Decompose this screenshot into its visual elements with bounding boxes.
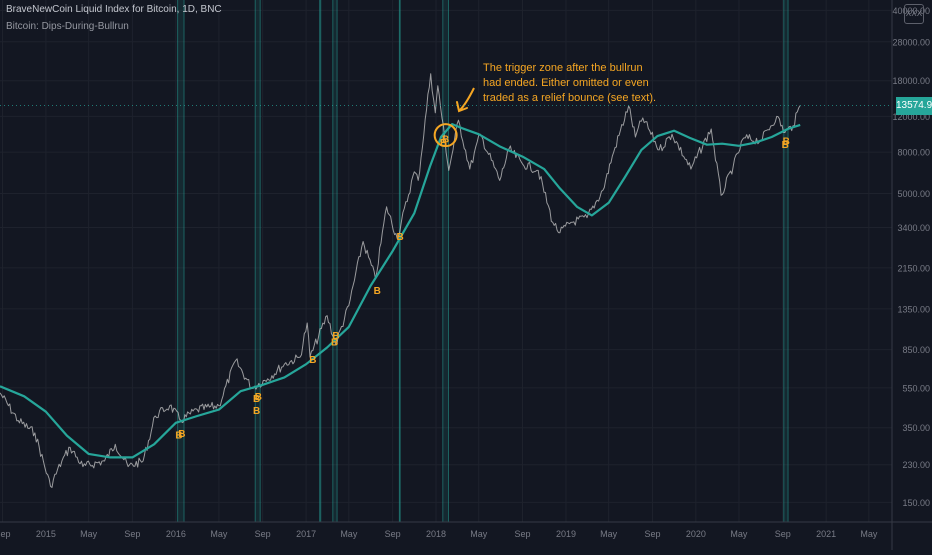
buy-signal-label: B	[253, 394, 260, 405]
price-axis	[892, 0, 932, 550]
y-tick-label: 5000.00	[897, 189, 930, 199]
x-tick-label: May	[80, 529, 98, 539]
current-price-badge: 13574.97	[896, 96, 932, 115]
x-tick-label: Sep	[644, 529, 660, 539]
y-tick-label: 18000.00	[892, 76, 930, 86]
x-tick-label: May	[730, 529, 748, 539]
y-tick-label: 12000.00	[892, 112, 930, 122]
x-tick-label: 2018	[426, 529, 446, 539]
trigger-zone	[332, 0, 338, 522]
y-tick-label: 8000.00	[897, 148, 930, 158]
x-tick-label: 2020	[686, 529, 706, 539]
buy-signal-label: B	[440, 138, 447, 149]
annotation-text: The trigger zone after the bullrun had e…	[483, 61, 657, 106]
time-axis	[0, 522, 932, 550]
buy-signal-label: B	[178, 429, 185, 440]
trigger-zone	[255, 0, 261, 522]
annotation-line: had ended. Either omitted or even	[483, 77, 649, 89]
y-tick-label: 350.00	[902, 423, 930, 433]
highlight-circle	[433, 123, 458, 148]
x-tick-label: 2016	[166, 529, 186, 539]
moving-average-line	[0, 123, 801, 459]
buy-signal-label: B	[175, 430, 182, 441]
x-tick-label: May	[210, 529, 228, 539]
buy-signal-label: B	[253, 406, 260, 417]
buy-signal-label: B	[396, 232, 403, 243]
trigger-zone	[783, 0, 789, 522]
annotation-line: The trigger zone after the bullrun	[483, 62, 643, 74]
x-tick-label: May	[600, 529, 618, 539]
y-tick-label: 40000.00	[892, 6, 930, 16]
x-tick-label: May	[470, 529, 488, 539]
indicator-label: Bitcoin: Dips-During-Bullrun	[6, 21, 129, 32]
y-tick-label: 850.00	[902, 345, 930, 355]
buy-signal-label: B	[442, 135, 449, 146]
trigger-zone	[442, 0, 449, 522]
annotation-arrow	[459, 87, 475, 111]
annotation-line: traded as a relief bounce (see text).	[483, 92, 657, 104]
x-tick-label: Sep	[124, 529, 140, 539]
y-tick-label: 3400.00	[897, 223, 930, 233]
buy-signal-label: B	[374, 286, 381, 297]
buy-signal-label: B	[255, 392, 262, 403]
x-tick-label: May	[340, 529, 358, 539]
y-tick-label: 28000.00	[892, 37, 930, 47]
buy-signal-label: B	[332, 331, 339, 342]
price-line	[0, 73, 801, 488]
x-tick-label: 2015	[36, 529, 56, 539]
x-tick-label: Sep	[515, 529, 531, 539]
x-tick-label: Sep	[385, 529, 401, 539]
y-tick-label: 550.00	[902, 383, 930, 393]
trigger-zone	[177, 0, 185, 522]
x-tick-label: May	[860, 529, 878, 539]
annotation-arrowhead	[456, 101, 468, 113]
y-tick-label: 150.00	[902, 498, 930, 508]
buy-signal-label: B	[782, 140, 789, 151]
buy-signal-label: B	[783, 137, 790, 148]
chart-title: BraveNewCoin Liquid Index for Bitcoin, 1…	[6, 4, 222, 15]
buy-signal-label: B	[331, 338, 338, 349]
x-tick-label: Sep	[775, 529, 791, 539]
y-tick-label: 230.00	[902, 460, 930, 470]
x-tick-label: 2019	[556, 529, 576, 539]
x-tick-label: Sep	[255, 529, 271, 539]
x-tick-label: 2017	[296, 529, 316, 539]
x-tick-label: 2021	[816, 529, 836, 539]
y-tick-label: 1350.00	[897, 304, 930, 314]
x-tick-label: Sep	[0, 529, 10, 539]
y-tick-label: 2150.00	[897, 263, 930, 273]
tradingview-logo-icon[interactable]: XXX	[904, 4, 924, 24]
buy-signal-label: B	[309, 355, 316, 366]
